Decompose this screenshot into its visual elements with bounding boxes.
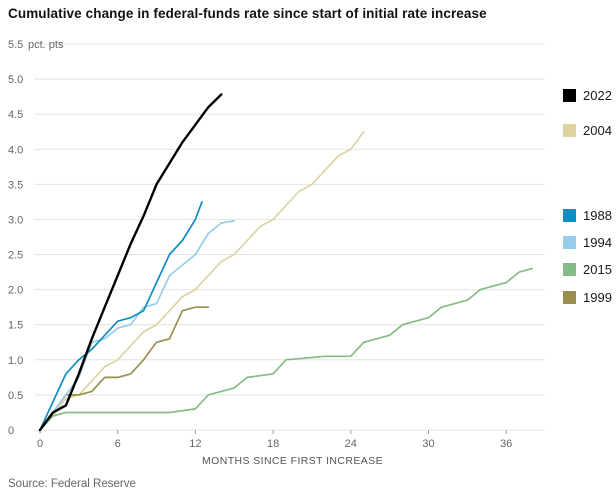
legend-item-1988: 1988 xyxy=(563,208,612,223)
legend-label-2004: 2004 xyxy=(583,123,612,138)
y-tick-label: 4.0 xyxy=(8,144,23,156)
legend-item-2004: 2004 xyxy=(563,123,612,138)
x-tick-label: 12 xyxy=(189,438,201,450)
series-line-1999 xyxy=(39,306,210,431)
legend-swatch-1999 xyxy=(563,291,576,304)
y-tick-label: 4.5 xyxy=(8,109,23,121)
legend-item-1999: 1999 xyxy=(563,290,612,305)
x-tick-label: 0 xyxy=(37,438,43,450)
y-tick-label: 0 xyxy=(8,425,14,437)
legend-swatch-1988 xyxy=(563,209,576,222)
plot-area: 0 0.5 1.0 1.5 2.0 2.5 3.0 3.5 4.0 4.5 5.0 5.5 pct. p… xyxy=(8,39,545,467)
y-tick-label: 0.5 xyxy=(8,390,23,402)
series-line-2022 xyxy=(38,93,223,432)
x-tick-label: 36 xyxy=(500,438,512,450)
legend-label-1999: 1999 xyxy=(583,290,612,305)
series-line-2004 xyxy=(39,130,365,431)
y-tick-label: 5.0 xyxy=(8,74,23,86)
x-tick-label: 18 xyxy=(267,438,279,450)
legend-swatch-2022 xyxy=(563,89,576,102)
y-tick-label: 1.0 xyxy=(8,355,23,367)
series-line-1988 xyxy=(39,201,203,431)
legend-item-1994: 1994 xyxy=(563,235,612,250)
legend-label-2022: 2022 xyxy=(583,88,612,103)
legend-swatch-2015 xyxy=(563,263,576,276)
series-line-2015 xyxy=(39,267,533,431)
legend-swatch-2004 xyxy=(563,124,576,137)
legend-label-1994: 1994 xyxy=(583,235,612,250)
source-note: Source: Federal Reserve xyxy=(8,478,136,490)
x-tick-label: 6 xyxy=(115,438,121,450)
legend-item-2015: 2015 xyxy=(563,262,612,277)
series-line-1994 xyxy=(39,220,236,431)
y-tick-label: 2.5 xyxy=(8,250,23,262)
y-tick-label: 1.5 xyxy=(8,320,23,332)
y-tick-label: 3.5 xyxy=(8,179,23,191)
x-tick-label: 24 xyxy=(345,438,357,450)
legend-item-2022: 2022 xyxy=(563,88,612,103)
legend-label-2015: 2015 xyxy=(583,262,612,277)
legend-swatch-1994 xyxy=(563,236,576,249)
chart-title: Cumulative change in federal-funds rate … xyxy=(8,6,487,21)
y-tick-label: 2.0 xyxy=(8,285,23,297)
x-axis-label: MONTHS SINCE FIRST INCREASE xyxy=(202,455,383,467)
legend-label-1988: 1988 xyxy=(583,208,612,223)
y-tick-label: 3.0 xyxy=(8,215,23,227)
x-tick-label: 30 xyxy=(422,438,434,450)
y-tick-label: 5.5 xyxy=(8,39,23,51)
y-axis-unit-label: pct. pts xyxy=(28,39,64,51)
